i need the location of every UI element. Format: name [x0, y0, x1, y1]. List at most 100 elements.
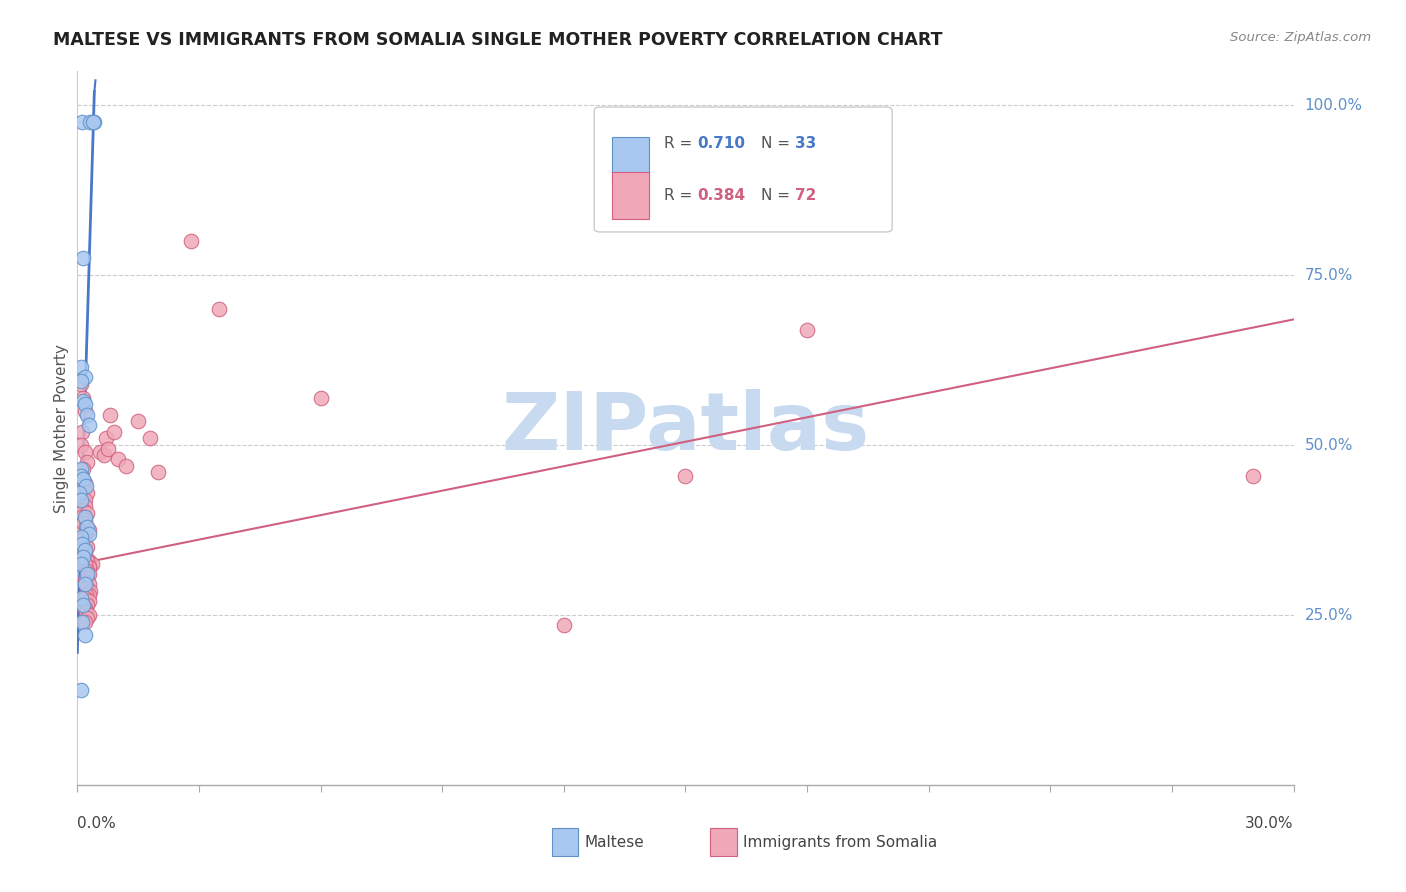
Point	[75, 500, 97, 514]
Point	[75, 628, 97, 642]
Point	[208, 302, 231, 317]
Point	[76, 564, 98, 578]
Point	[70, 359, 93, 374]
Point	[73, 577, 96, 591]
Point	[75, 571, 97, 585]
Point	[77, 577, 100, 591]
Point	[69, 591, 91, 605]
Point	[75, 519, 97, 533]
Text: Maltese: Maltese	[585, 835, 644, 849]
Point	[107, 451, 129, 466]
Point	[72, 252, 94, 266]
Point	[76, 598, 98, 612]
Point	[75, 404, 97, 418]
Point	[79, 554, 101, 568]
Point	[75, 475, 97, 490]
Point	[79, 594, 101, 608]
Point	[94, 431, 117, 445]
Point	[75, 557, 97, 571]
Point	[70, 557, 93, 571]
Point	[75, 543, 97, 558]
Point	[309, 391, 332, 405]
Point	[76, 408, 98, 422]
Point	[72, 472, 94, 486]
Point	[77, 523, 100, 537]
Point	[73, 445, 96, 459]
Point	[93, 448, 115, 462]
Bar	[710, 828, 737, 856]
Text: N =: N =	[761, 136, 794, 151]
Text: 50.0%: 50.0%	[1305, 438, 1353, 452]
Point	[72, 550, 94, 565]
Point	[76, 540, 98, 554]
Point	[76, 581, 98, 595]
Bar	[551, 828, 578, 856]
Text: 0.710: 0.710	[697, 136, 745, 151]
Point	[70, 425, 93, 439]
Point	[70, 615, 93, 629]
Point	[70, 462, 93, 476]
Point	[79, 526, 101, 541]
Point	[70, 533, 93, 548]
Point	[148, 466, 170, 480]
Point	[89, 445, 111, 459]
Point	[79, 584, 101, 599]
Point	[76, 519, 98, 533]
Point	[103, 425, 125, 439]
Point	[69, 530, 91, 544]
Text: 0.0%: 0.0%	[77, 815, 117, 830]
Point	[70, 468, 93, 483]
Point	[73, 601, 96, 615]
Y-axis label: Single Mother Poverty: Single Mother Poverty	[53, 343, 69, 513]
Point	[73, 615, 96, 629]
Point	[1241, 468, 1264, 483]
Point	[72, 394, 94, 409]
Point	[75, 526, 97, 541]
Text: 72: 72	[794, 188, 817, 202]
Point	[70, 509, 93, 524]
Text: 25.0%: 25.0%	[1305, 607, 1353, 623]
Point	[82, 115, 104, 129]
Point	[76, 554, 98, 568]
Point	[76, 611, 98, 625]
Point	[115, 458, 138, 473]
Point	[76, 506, 98, 520]
Point	[75, 605, 97, 619]
Text: 75.0%: 75.0%	[1305, 268, 1353, 283]
Point	[72, 462, 94, 476]
Point	[73, 509, 96, 524]
Point	[72, 479, 94, 493]
Point	[127, 414, 149, 428]
Point	[83, 115, 105, 129]
Point	[180, 234, 202, 248]
Point	[69, 438, 91, 452]
Point	[73, 513, 96, 527]
Point	[70, 115, 93, 129]
Point	[77, 588, 100, 602]
Point	[69, 468, 91, 483]
Bar	[613, 136, 650, 183]
Point	[79, 608, 101, 623]
Point	[79, 560, 101, 574]
Point	[70, 496, 93, 510]
Point	[97, 442, 120, 456]
Point	[75, 547, 97, 561]
Point	[77, 560, 100, 574]
Point	[69, 374, 91, 388]
Point	[73, 591, 96, 605]
Point	[73, 397, 96, 411]
Point	[72, 516, 94, 531]
Point	[70, 543, 93, 558]
Point	[80, 557, 103, 571]
Point	[70, 483, 93, 497]
Point	[75, 588, 97, 602]
Text: 100.0%: 100.0%	[1305, 98, 1362, 113]
Point	[70, 537, 93, 551]
Point	[72, 550, 94, 565]
Text: Source: ZipAtlas.com: Source: ZipAtlas.com	[1230, 31, 1371, 45]
Point	[72, 391, 94, 405]
Text: 0.384: 0.384	[697, 188, 745, 202]
Point	[79, 115, 101, 129]
Point	[675, 468, 697, 483]
FancyBboxPatch shape	[595, 107, 893, 232]
